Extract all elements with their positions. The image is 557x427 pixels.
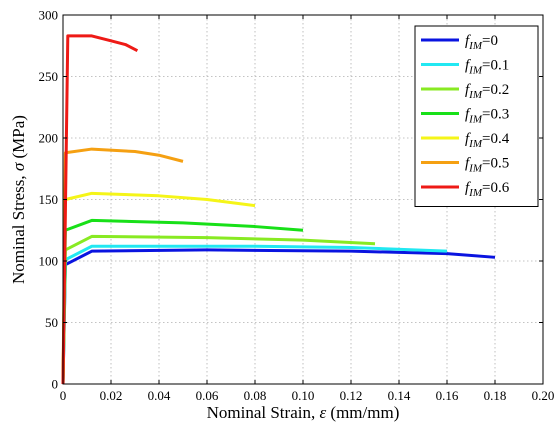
legend-entry-label: fIM=0.2 (465, 82, 509, 101)
legend-series-name: 0 (490, 33, 498, 49)
x-tick-label: 0.04 (148, 388, 171, 403)
legend-series-name: 0.6 (490, 180, 509, 196)
y-tick-label: 50 (45, 315, 58, 330)
legend-subscript: IM (468, 187, 483, 199)
y-tick-label: 150 (39, 192, 59, 207)
legend-symbol: f (465, 58, 471, 74)
legend-series-name: 0.5 (490, 156, 509, 172)
legend-equals: = (482, 107, 490, 123)
x-axis-label-prefix: Nominal Strain, (207, 403, 320, 422)
x-tick-label: 0.14 (388, 388, 411, 403)
legend-symbol: f (465, 156, 471, 172)
x-tick-label: 0.02 (100, 388, 123, 403)
series-line-fim-0-6 (61, 34, 139, 385)
y-tick-label: 300 (39, 8, 59, 23)
x-axis-label-symbol: ε (319, 403, 326, 422)
legend-subscript: IM (468, 40, 483, 52)
legend-symbol: f (465, 82, 471, 98)
x-tick-label: 0.10 (292, 388, 315, 403)
legend-symbol: f (465, 33, 471, 49)
x-tick-label: 0.20 (532, 388, 555, 403)
axis-ticks: 0 0.02 0.04 0.06 0.08 0.10 0.12 0.14 0.16 0.18 0.2… (39, 8, 555, 404)
legend-series-name: 0.3 (490, 107, 509, 123)
y-axis-label-suffix: (MPa) (9, 115, 28, 163)
y-tick-label: 250 (39, 69, 59, 84)
legend-series-name: 0.1 (490, 58, 509, 74)
legend-entry-label: fIM=0.3 (465, 107, 509, 126)
y-tick-label: 100 (39, 254, 59, 269)
x-tick-label: 0.06 (196, 388, 219, 403)
legend-series-name: 0.2 (490, 82, 509, 98)
legend-subscript: IM (468, 89, 483, 101)
legend-equals: = (482, 33, 490, 49)
series-lines (61, 34, 496, 385)
y-axis-label-symbol: σ (9, 162, 28, 171)
legend-subscript: IM (468, 65, 483, 77)
legend-box (414, 25, 539, 207)
x-tick-label: 0.12 (340, 388, 363, 403)
y-tick-label: 200 (39, 131, 59, 146)
y-tick-label: 0 (52, 377, 59, 392)
legend-subscript: IM (468, 138, 483, 150)
x-axis-label: Nominal Strain, ε (mm/mm) (207, 403, 400, 422)
legend-series-name: 0.4 (490, 131, 509, 147)
x-tick-label: 0.18 (484, 388, 507, 403)
y-axis-label: Nominal Stress, σ (MPa) (9, 115, 28, 284)
legend-subscript: IM (468, 163, 483, 175)
legend-equals: = (482, 156, 490, 172)
legend-entry-label: fIM=0.1 (465, 58, 509, 77)
legend-symbol: f (465, 180, 471, 196)
legend-symbol: f (465, 107, 471, 123)
series-line-fim-0-2 (61, 234, 376, 385)
legend-subscript: IM (468, 114, 483, 126)
legend-equals: = (482, 131, 490, 147)
legend-entry-label: fIM=0.6 (465, 180, 510, 199)
legend-entry-label: fIM=0.4 (465, 131, 510, 150)
legend-equals: = (482, 180, 490, 196)
legend-symbol: f (465, 131, 471, 147)
y-axis-label-prefix: Nominal Stress, (9, 171, 28, 284)
x-axis-label-suffix: (mm/mm) (326, 403, 399, 422)
series-line-fim-0-5 (61, 147, 184, 385)
x-tick-label: 0.08 (244, 388, 267, 403)
x-tick-label: 0.16 (436, 388, 459, 403)
legend-equals: = (482, 58, 490, 74)
legend-entry-label: fIM=0.5 (465, 156, 509, 175)
x-tick-label: 0 (60, 388, 67, 403)
legend-equals: = (482, 82, 490, 98)
legend-entry-label: fIM=0 (465, 33, 498, 52)
legend: fIM=0fIM=0.1fIM=0.2fIM=0.3fIM=0.4fIM=0.5… (414, 25, 539, 207)
series-line-fim-0 (61, 248, 496, 385)
